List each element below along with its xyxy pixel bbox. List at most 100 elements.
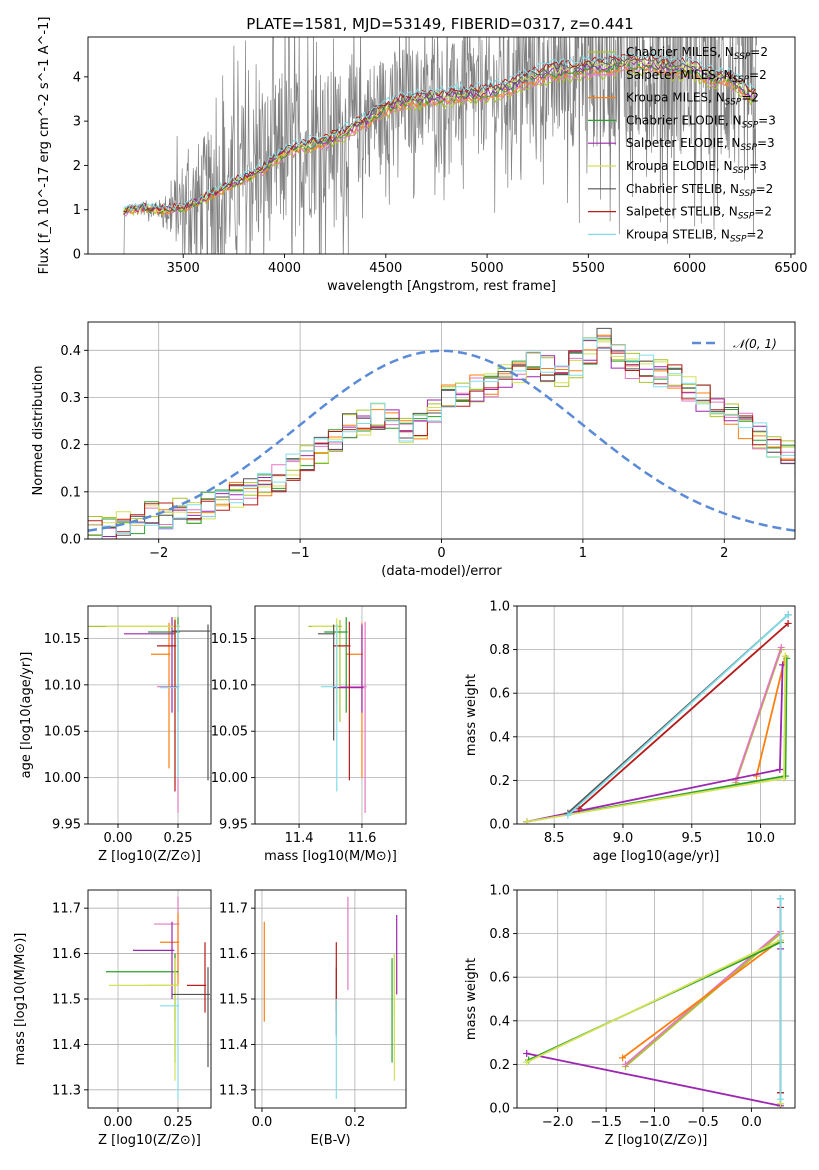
y-tick-label: 10.05 <box>211 725 248 740</box>
axes-frame <box>516 889 796 1109</box>
y-tick-label: 1.0 <box>489 600 510 615</box>
errorbar-chabrier-miles <box>88 617 180 685</box>
x-tick-label: 6000 <box>673 261 706 276</box>
x-tick-label: 3500 <box>167 261 200 276</box>
y-tick-label: 0.2 <box>489 1058 510 1073</box>
errorbar-salpeter-miles <box>157 621 180 813</box>
y-tick-label: 11.3 <box>52 1083 81 1098</box>
x-tick-label: 1 <box>579 546 587 561</box>
y-tick-label: 4 <box>73 70 81 85</box>
age-weight-plot-area <box>523 611 792 824</box>
mass-age-panel: 11.4 11.6 9.95 10.00 10.05 10.10 10.15 mass [lo… <box>211 605 407 864</box>
axes-frame <box>87 605 212 825</box>
spectrum-panel: 3500 4000 4500 5000 5500 6000 6500 0 1 2 3 4 wavelen… <box>37 17 807 294</box>
x-tick-label: −1.0 <box>639 1115 671 1130</box>
y-tick-label: 0.8 <box>489 643 510 658</box>
legend-label-salpeter-stelib: Salpeter STELIB, NSSP=2 <box>626 205 772 222</box>
y-tick-label: 10.15 <box>44 632 81 647</box>
weight-marker <box>776 895 784 903</box>
model-line-salpeter-miles <box>123 65 756 217</box>
errorbar-salpeter-elodie <box>133 921 175 999</box>
weight-line <box>624 932 782 1068</box>
x-tick-label: 5500 <box>572 261 605 276</box>
y-tick-label: 0.2 <box>60 438 81 453</box>
z-weight-plot-area <box>523 895 784 1108</box>
x-tick-label: 0.2 <box>345 1115 366 1130</box>
weight-series-kroupa-elodie <box>523 652 789 824</box>
ebv-mass-panel: 0.0 0.2 11.3 11.4 11.5 11.6 11.7 E(B-V) <box>219 889 407 1148</box>
errorbar-chabrier-stelib <box>172 967 211 1068</box>
errorbar-kroupa-stelib <box>321 624 338 792</box>
legend-label-chabrier-elodie: Chabrier ELODIE, NSSP=3 <box>626 113 776 130</box>
weight-line <box>734 647 783 781</box>
x-axis-label: age [log10(age/yr)] <box>593 849 720 864</box>
x-tick-label: 11.4 <box>285 831 314 846</box>
x-tick-label: 4000 <box>268 261 301 276</box>
errorbar-salpeter-elodie <box>333 624 364 713</box>
z-mass-panel: 0.00 0.25 11.3 11.4 11.5 11.6 11.7 Z [log10(Z/Z… <box>13 889 212 1148</box>
weight-marker <box>523 1058 531 1066</box>
x-axis-label: E(B-V) <box>310 1133 350 1148</box>
y-tick-label: 9.95 <box>52 818 81 833</box>
histogram-step-chabrier-elodie <box>88 337 795 536</box>
x-tick-label: −0.5 <box>687 1115 719 1130</box>
x-tick-label: 0.00 <box>104 831 133 846</box>
y-tick-label: 0.2 <box>489 774 510 789</box>
histogram-plot-area <box>88 327 795 539</box>
weight-marker <box>776 766 784 773</box>
y-tick-label: 0.3 <box>60 391 81 406</box>
weight-marker <box>621 1060 629 1068</box>
weight-marker <box>784 619 792 627</box>
y-tick-label: 11.4 <box>52 1038 81 1053</box>
y-tick-label: 11.3 <box>219 1083 248 1098</box>
x-axis-label: wavelength [Angstrom, rest frame] <box>327 279 556 294</box>
x-tick-label: 0.00 <box>104 1115 133 1130</box>
y-tick-label: 0.0 <box>489 818 510 833</box>
mass-age-plot-area <box>308 617 367 813</box>
model-line-kroupa-stelib <box>123 51 756 212</box>
weight-marker <box>619 1054 627 1062</box>
legend-label-kroupa-stelib: Kroupa STELIB, NSSP=2 <box>626 227 764 244</box>
errorbar-kroupa-elodie <box>106 618 179 787</box>
legend-label-kroupa-elodie: Kroupa ELODIE, NSSP=3 <box>626 159 767 176</box>
y-axis-label: mass [log10(M/M⊙)] <box>13 933 28 1066</box>
y-tick-label: 0.1 <box>60 485 81 500</box>
y-axis-label: Normed distribution <box>31 366 46 496</box>
weight-line <box>622 939 782 1059</box>
x-tick-label: −2 <box>149 546 168 561</box>
errorbar-salpeter-stelib <box>187 942 207 1013</box>
y-tick-label: 1.0 <box>489 884 510 899</box>
weight-line <box>755 655 787 777</box>
x-tick-label: 9.5 <box>681 831 702 846</box>
y-tick-label: 2 <box>73 159 81 174</box>
legend-label-normal: 𝒩(0, 1) <box>733 337 777 351</box>
y-tick-label: 0.4 <box>60 344 81 359</box>
model-line-salpeter-elodie <box>123 59 756 215</box>
weight-marker <box>776 1095 784 1103</box>
x-tick-label: 4500 <box>369 261 402 276</box>
errorbar-chabrier-elodie <box>106 953 179 1063</box>
weight-series-salpeter-miles <box>732 643 785 784</box>
legend-label-chabrier-stelib: Chabrier STELIB, NSSP=2 <box>626 182 773 199</box>
y-tick-label: 11.6 <box>219 947 248 962</box>
weight-series-kroupa-stelib <box>564 611 792 819</box>
y-tick-label: 11.4 <box>219 1038 248 1053</box>
y-tick-label: 11.5 <box>52 993 81 1008</box>
y-tick-label: 0.0 <box>60 533 81 548</box>
spectrum-legend: Chabrier MILES, NSSP=2 Salpeter MILES, NS… <box>588 45 776 244</box>
x-tick-label: 0.25 <box>164 831 193 846</box>
x-axis-label: Z [log10(Z/Z⊙)] <box>98 1133 201 1148</box>
y-tick-label: 11.7 <box>52 902 81 917</box>
axes-frame <box>87 889 212 1109</box>
y-tick-label: 0.0 <box>489 1102 510 1117</box>
errorbar-kroupa-elodie <box>311 618 339 704</box>
weight-marker <box>523 1050 531 1057</box>
x-tick-label: 5000 <box>471 261 504 276</box>
x-tick-label: 2 <box>720 546 728 561</box>
x-tick-label: 11.6 <box>347 831 376 846</box>
observed-spectrum-line <box>122 37 757 254</box>
axes-frame <box>254 605 407 825</box>
y-tick-label: 0.4 <box>489 730 510 745</box>
z-mass-plot-area <box>106 896 211 1099</box>
